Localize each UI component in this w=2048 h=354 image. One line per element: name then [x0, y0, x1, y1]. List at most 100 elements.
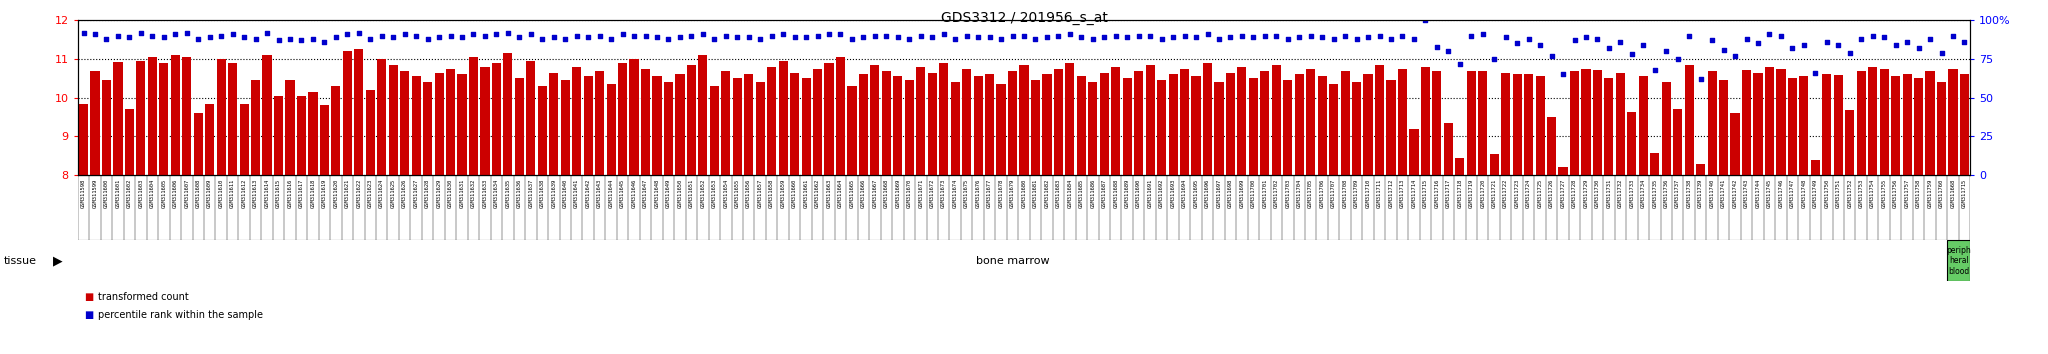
- Text: GSM311694: GSM311694: [1182, 178, 1188, 208]
- Point: [1065, 34, 1098, 40]
- Bar: [137, 61, 145, 175]
- Text: GSM311755: GSM311755: [1882, 178, 1886, 208]
- Point: [1454, 33, 1487, 39]
- Text: GSM311616: GSM311616: [287, 178, 293, 208]
- Text: GSM311644: GSM311644: [608, 178, 614, 208]
- Text: GSM311614: GSM311614: [264, 178, 270, 208]
- Point: [285, 38, 317, 43]
- Point: [1868, 34, 1901, 40]
- Text: GSM311666: GSM311666: [860, 178, 866, 208]
- Text: GSM311731: GSM311731: [1606, 178, 1612, 208]
- Text: GSM311746: GSM311746: [1778, 178, 1784, 208]
- Bar: [227, 63, 238, 175]
- Bar: [1880, 69, 1888, 175]
- Point: [1397, 36, 1430, 42]
- Text: GSM311657: GSM311657: [758, 178, 762, 208]
- Text: GSM311637: GSM311637: [528, 178, 532, 208]
- Text: GSM311658: GSM311658: [770, 178, 774, 208]
- Point: [147, 34, 180, 40]
- Point: [1559, 38, 1591, 43]
- Bar: [1020, 65, 1028, 175]
- Point: [1466, 31, 1499, 37]
- Text: GSM311647: GSM311647: [643, 178, 647, 208]
- Point: [1833, 50, 1866, 56]
- Text: GSM311620: GSM311620: [334, 178, 338, 208]
- Point: [377, 34, 410, 40]
- Text: GSM311615: GSM311615: [276, 178, 281, 208]
- Point: [1810, 39, 1843, 45]
- Bar: [332, 86, 340, 175]
- Point: [68, 30, 100, 35]
- Text: GSM311715: GSM311715: [1962, 178, 1966, 208]
- Text: GSM311756: GSM311756: [1892, 178, 1898, 208]
- Text: GSM311626: GSM311626: [401, 178, 408, 208]
- Text: GSM311727: GSM311727: [1561, 178, 1565, 208]
- Point: [1087, 34, 1120, 40]
- Bar: [1087, 82, 1098, 175]
- Bar: [1903, 74, 1911, 175]
- Text: GSM311750: GSM311750: [1825, 178, 1829, 208]
- Point: [893, 36, 926, 42]
- Point: [995, 33, 1028, 39]
- Text: GSM311738: GSM311738: [1688, 178, 1692, 208]
- Point: [1145, 36, 1178, 42]
- Point: [1604, 39, 1636, 45]
- Bar: [217, 59, 225, 175]
- Text: GSM311635: GSM311635: [506, 178, 510, 208]
- Bar: [354, 49, 362, 175]
- Text: GSM311655: GSM311655: [735, 178, 739, 208]
- Bar: [1100, 73, 1108, 175]
- Text: GSM311692: GSM311692: [1159, 178, 1163, 208]
- Text: GSM311642: GSM311642: [586, 178, 590, 208]
- Text: GSM311739: GSM311739: [1698, 178, 1704, 208]
- Bar: [182, 57, 190, 175]
- Bar: [195, 113, 203, 175]
- Text: GSM311612: GSM311612: [242, 178, 246, 208]
- Point: [549, 36, 582, 42]
- Text: GDS3312 / 201956_s_at: GDS3312 / 201956_s_at: [940, 11, 1108, 25]
- Bar: [1661, 82, 1671, 175]
- Text: GSM311744: GSM311744: [1755, 178, 1761, 208]
- Bar: [1638, 76, 1649, 175]
- Text: GSM311725: GSM311725: [1538, 178, 1542, 208]
- Point: [1192, 31, 1225, 37]
- Bar: [768, 67, 776, 175]
- Bar: [1536, 76, 1544, 175]
- Text: GSM311702: GSM311702: [1274, 178, 1278, 208]
- Bar: [836, 57, 846, 175]
- Point: [422, 34, 455, 40]
- Bar: [526, 61, 535, 175]
- Text: GSM311633: GSM311633: [483, 178, 487, 208]
- Text: GSM311718: GSM311718: [1458, 178, 1462, 208]
- Point: [1489, 34, 1522, 40]
- Point: [446, 34, 479, 40]
- Text: GSM311606: GSM311606: [172, 178, 178, 208]
- Point: [1317, 36, 1350, 42]
- Text: GSM311676: GSM311676: [975, 178, 981, 208]
- Text: GSM311728: GSM311728: [1573, 178, 1577, 208]
- Point: [205, 33, 238, 39]
- Text: GSM311677: GSM311677: [987, 178, 991, 208]
- Point: [584, 33, 616, 39]
- Text: percentile rank within the sample: percentile rank within the sample: [98, 310, 264, 320]
- Point: [389, 31, 422, 37]
- Text: GSM311636: GSM311636: [516, 178, 522, 208]
- Text: bone marrow: bone marrow: [975, 256, 1049, 266]
- Bar: [1042, 74, 1051, 175]
- Bar: [160, 63, 168, 175]
- Bar: [90, 72, 100, 175]
- Point: [756, 33, 788, 39]
- Point: [1683, 76, 1716, 82]
- Bar: [1294, 74, 1305, 175]
- Point: [514, 31, 547, 37]
- Bar: [262, 55, 272, 175]
- Bar: [1489, 154, 1499, 175]
- Text: GSM311717: GSM311717: [1446, 178, 1450, 208]
- Bar: [1192, 76, 1200, 175]
- Point: [240, 36, 272, 42]
- Text: GSM311665: GSM311665: [850, 178, 854, 208]
- Bar: [905, 80, 913, 175]
- Text: GSM311652: GSM311652: [700, 178, 705, 208]
- Text: GSM311721: GSM311721: [1491, 178, 1497, 208]
- Bar: [1731, 113, 1739, 175]
